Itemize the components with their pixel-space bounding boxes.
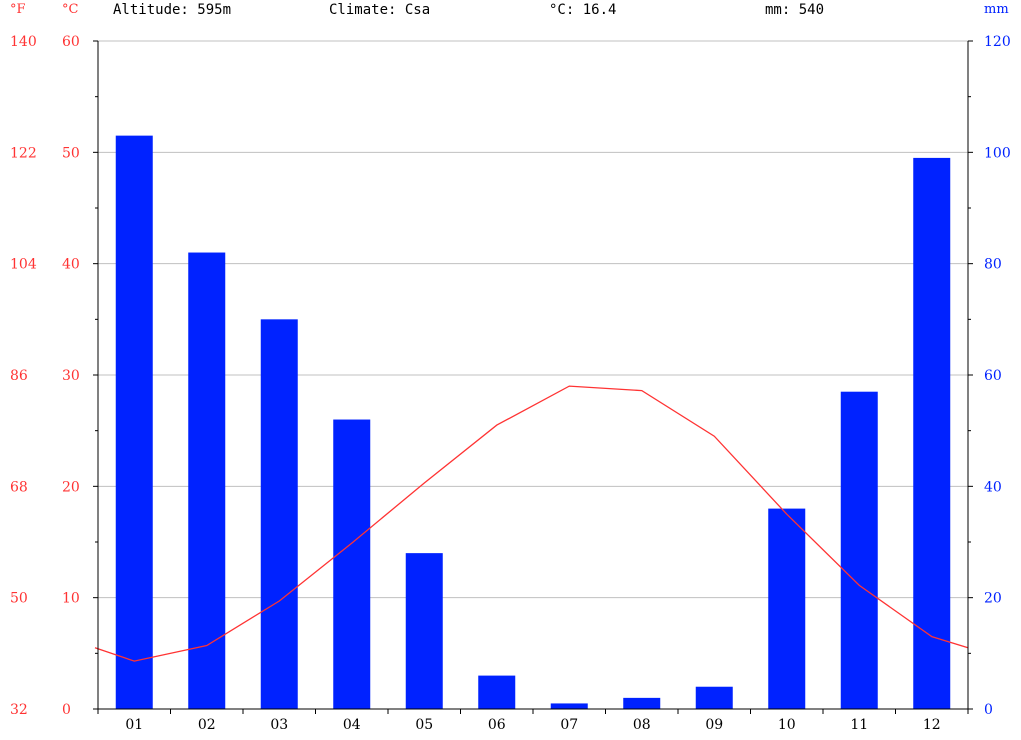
precipitation-bar — [913, 157, 951, 709]
celsius-tick-label: 0 — [62, 702, 71, 718]
precipitation-bar — [405, 553, 443, 709]
precipitation-tick-label: 120 — [984, 34, 1011, 50]
x-tick-label: 06 — [488, 717, 506, 733]
x-tick-label: 03 — [270, 717, 288, 733]
precipitation-bars — [115, 135, 951, 710]
celsius-tick-label: 40 — [62, 257, 80, 273]
celsius-unit-label: °C — [62, 2, 79, 17]
x-tick-label: 07 — [560, 717, 578, 733]
precipitation-tick-label: 0 — [984, 702, 993, 718]
precipitation-tick-label: 20 — [984, 591, 1002, 607]
x-tick-label: 11 — [850, 717, 868, 733]
celsius-tick-label: 10 — [62, 591, 80, 607]
altitude-label: Altitude: 595m — [113, 2, 231, 18]
temperature-series-line — [94, 385, 969, 662]
precipitation-bar — [768, 508, 806, 709]
precipitation-tick-label: 100 — [984, 145, 1011, 161]
precipitation-bar — [695, 686, 733, 709]
mean-temperature-label: °C: 16.4 — [549, 2, 616, 18]
fahrenheit-tick-label: 140 — [10, 34, 37, 50]
precipitation-tick-label: 40 — [984, 479, 1002, 495]
precipitation-bar — [115, 135, 153, 710]
precipitation-bar — [623, 697, 661, 709]
precipitation-unit-label: mm — [984, 2, 1009, 17]
precipitation-bar — [550, 703, 588, 709]
annual-precipitation-label: mm: 540 — [765, 2, 824, 18]
celsius-tick-label: 60 — [62, 34, 80, 50]
celsius-tick-label: 50 — [62, 145, 80, 161]
precipitation-bar — [188, 252, 226, 710]
grid-lines — [98, 40, 968, 599]
x-tick-label: 02 — [198, 717, 216, 733]
x-tick-label: 10 — [778, 717, 796, 733]
tick-labels: 01 02 03 04 05 06 07 08 09 10 11 12 32 0 50 10 68 20 86 30 1… — [10, 34, 1011, 733]
precipitation-bar — [333, 419, 371, 709]
axes — [93, 40, 973, 714]
fahrenheit-tick-label: 50 — [10, 591, 28, 607]
precipitation-bar — [260, 319, 298, 709]
x-tick-label: 05 — [415, 717, 433, 733]
fahrenheit-tick-label: 32 — [10, 702, 28, 718]
precipitation-tick-label: 60 — [984, 368, 1002, 384]
precipitation-tick-label: 80 — [984, 257, 1002, 273]
fahrenheit-tick-label: 104 — [10, 257, 37, 273]
x-tick-label: 04 — [343, 717, 361, 733]
x-tick-label: 09 — [705, 717, 723, 733]
climate-label: Climate: Csa — [329, 2, 430, 18]
x-tick-label: 01 — [125, 717, 143, 733]
x-tick-label: 08 — [633, 717, 651, 733]
header: °F °C Altitude: 595m Climate: Csa °C: 16… — [10, 2, 1009, 18]
celsius-tick-label: 30 — [62, 368, 80, 384]
celsius-tick-label: 20 — [62, 479, 80, 495]
fahrenheit-tick-label: 86 — [10, 368, 28, 384]
fahrenheit-unit-label: °F — [10, 2, 26, 17]
precipitation-bar — [840, 391, 878, 709]
x-tick-label: 12 — [923, 717, 941, 733]
precipitation-bar — [478, 675, 516, 709]
temperature-line — [94, 385, 969, 662]
fahrenheit-tick-label: 68 — [10, 479, 28, 495]
fahrenheit-tick-label: 122 — [10, 145, 37, 161]
